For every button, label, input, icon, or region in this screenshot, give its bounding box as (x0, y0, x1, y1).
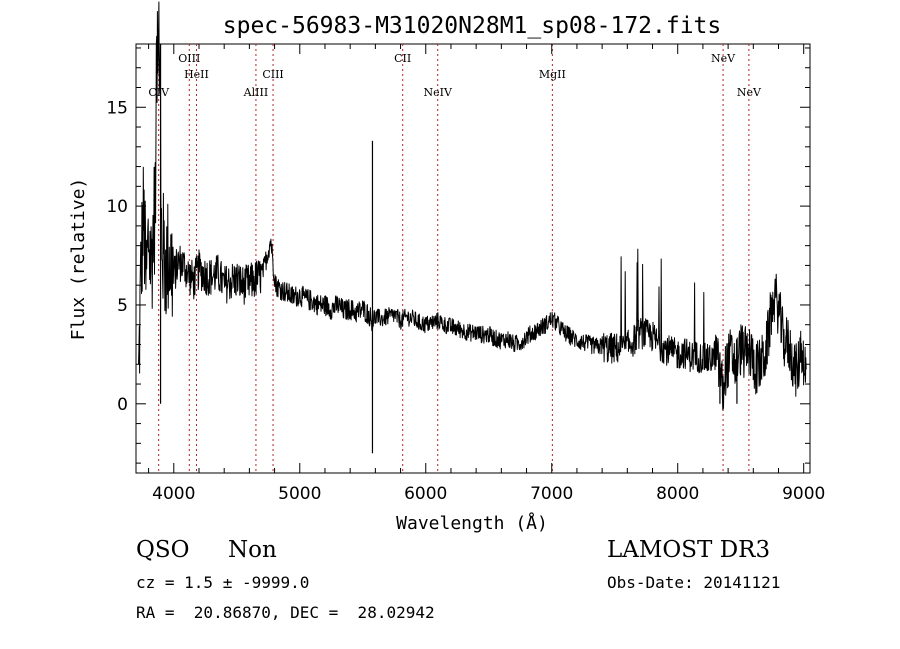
emission-line-label: CIII (262, 68, 283, 81)
x-tick-label: 4000 (152, 484, 195, 504)
y-tick-label: 5 (117, 296, 128, 316)
x-tick-label: 8000 (656, 484, 699, 504)
emission-line-label: NeV (711, 52, 736, 65)
y-tick-label: 15 (106, 98, 128, 118)
object-class: QSO (136, 537, 190, 563)
x-tick-label: 5000 (278, 484, 321, 504)
spectrum-layer (138, 1, 807, 454)
object-subclass: Non (228, 537, 277, 563)
x-axis: 4000 5000 6000 7000 8000 9000 (148, 44, 825, 504)
emission-line-label: MgII (539, 68, 566, 81)
emission-line-label: HeII (184, 68, 209, 81)
observation-date: Obs-Date: 20141121 (607, 573, 781, 592)
y-tick-label: 0 (117, 395, 128, 415)
y-axis: 0 5 10 15 (106, 47, 810, 464)
emission-line-label: AlIII (243, 86, 269, 99)
x-tick-label: 9000 (782, 484, 825, 504)
emission-line-label: NeV (737, 86, 762, 99)
x-axis-label: Wavelength (Å) (396, 512, 548, 534)
survey-name: LAMOST DR3 (607, 537, 771, 563)
spectrum-line (138, 1, 807, 411)
emission-line-markers (158, 44, 750, 473)
sky-coordinates: RA = 20.86870, DEC = 28.02942 (136, 603, 435, 622)
y-axis-label: Flux (relative) (68, 178, 89, 341)
y-tick-label: 10 (106, 197, 128, 217)
x-tick-label: 6000 (404, 484, 447, 504)
redshift-value: cz = 1.5 ± -9999.0 (136, 573, 310, 592)
chart-title: spec-56983-M31020N28M1_sp08-172.fits (223, 13, 722, 39)
x-tick-label: 7000 (530, 484, 573, 504)
plot-frame (135, 43, 811, 474)
emission-line-label: NeIV (424, 86, 453, 99)
emission-line-label: CII (394, 52, 411, 65)
emission-line-label: OIII (178, 52, 200, 65)
